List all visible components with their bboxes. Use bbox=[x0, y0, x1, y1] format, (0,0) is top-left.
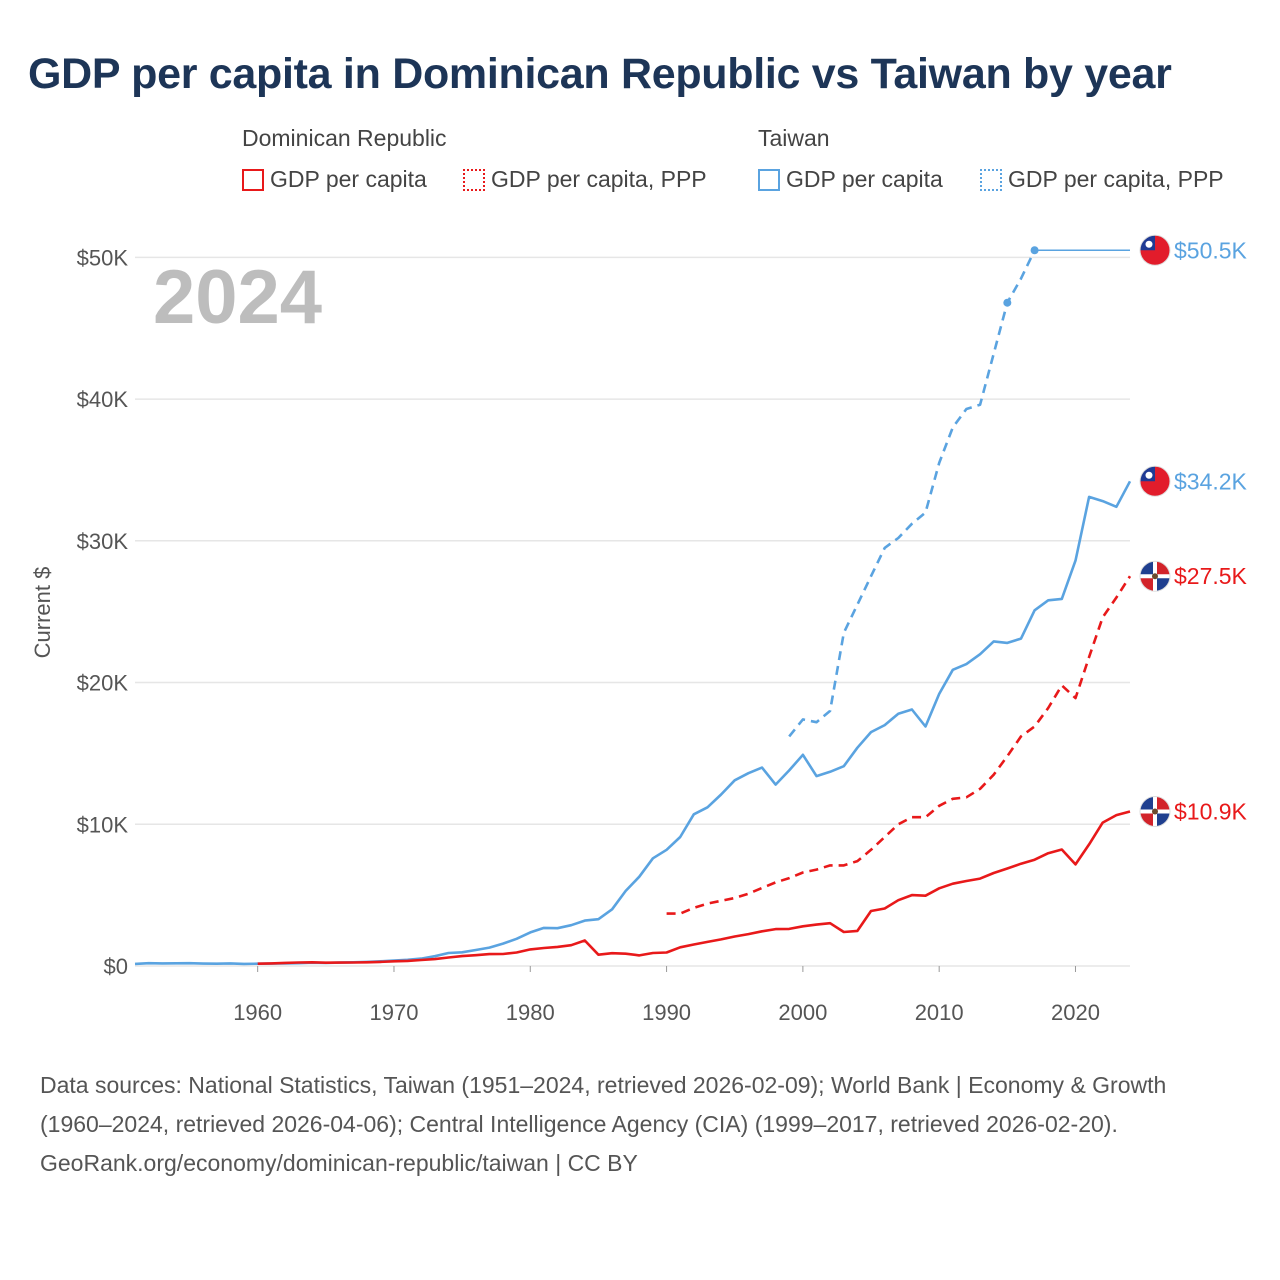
legend-group-taiwan: Taiwan bbox=[758, 125, 830, 151]
taiwan-gdp-per-capita-ppp-line bbox=[788, 249, 1036, 738]
flag-quarter bbox=[1157, 813, 1170, 827]
x-tick-label: 2000 bbox=[778, 1000, 827, 1025]
y-tick-label: $40K bbox=[77, 387, 129, 412]
y-tick-label: $20K bbox=[77, 671, 129, 696]
legend-item-taiwan-gdp[interactable]: GDP per capita bbox=[758, 166, 943, 193]
flag-quarter bbox=[1140, 578, 1153, 592]
x-tick-label: 1970 bbox=[369, 1000, 418, 1025]
flag-quarter bbox=[1140, 561, 1153, 575]
flag-quarter bbox=[1157, 578, 1170, 592]
y-tick-label: $0 bbox=[104, 954, 128, 979]
footer: Data sources: National Statistics, Taiwa… bbox=[40, 1066, 1240, 1183]
flag-border bbox=[1139, 234, 1171, 266]
legend-group-dominican-republic: Dominican Republic bbox=[242, 125, 447, 151]
y-tick-label: $10K bbox=[77, 812, 129, 837]
dominican-republic-gdp-per-capita-end-label: $10.9K bbox=[1174, 799, 1248, 825]
flag-emblem bbox=[1152, 808, 1158, 815]
taiwan-gdp-per-capita-ppp-end-label: $50.5K bbox=[1174, 237, 1248, 263]
legend-swatch-dotted-red bbox=[463, 168, 485, 191]
x-tick-label: 1960 bbox=[233, 1000, 282, 1025]
flag-border bbox=[1139, 465, 1171, 497]
gridlines bbox=[135, 256, 1130, 967]
taiwan-flag-icon bbox=[1139, 234, 1171, 266]
dominican-republic-gdp-per-capita-ppp-line bbox=[666, 575, 1132, 915]
y-tick-label: $30K bbox=[77, 529, 129, 554]
legend-label: GDP per capita bbox=[270, 166, 427, 192]
dominican-republic-flag-icon bbox=[1139, 560, 1171, 592]
year-label: 2024 bbox=[153, 255, 322, 340]
taiwan-flag-icon bbox=[1139, 465, 1171, 497]
y-tick-label: $50K bbox=[77, 245, 129, 270]
x-tick-label: 1980 bbox=[506, 1000, 555, 1025]
legend-item-taiwan-gdp-ppp[interactable]: GDP per capita, PPP bbox=[980, 166, 1224, 193]
x-tick-label: 1990 bbox=[642, 1000, 691, 1025]
legend-label: GDP per capita, PPP bbox=[1008, 166, 1224, 192]
legend-label: GDP per capita bbox=[786, 166, 943, 192]
legend-item-dr-gdp-ppp[interactable]: GDP per capita, PPP bbox=[463, 166, 707, 193]
axes: $0 $10K $20K $30K $40K $50K 1960 1970 1980 1990 20… bbox=[30, 245, 1100, 1025]
source-link[interactable]: GeoRank.org/economy/dominican-republic/t… bbox=[40, 1150, 638, 1176]
line-chart: $0 $10K $20K $30K $40K $50K 1960 1970 1980 1990 20… bbox=[30, 234, 1248, 1025]
dominican-republic-gdp-per-capita-line bbox=[257, 810, 1131, 965]
x-tick-label: 2020 bbox=[1051, 1000, 1100, 1025]
legend-label: GDP per capita, PPP bbox=[491, 166, 707, 192]
taiwan-gdp-per-capita-ppp-marker bbox=[1030, 246, 1039, 255]
dominican-republic-gdp-per-capita-ppp-end-label: $27.5K bbox=[1174, 563, 1248, 589]
flag-quarter bbox=[1157, 561, 1170, 575]
flag-border bbox=[1139, 560, 1171, 592]
legend-swatch-dotted-blue bbox=[980, 168, 1002, 191]
legend-swatch-solid-blue bbox=[758, 168, 780, 191]
legend-item-dr-gdp[interactable]: GDP per capita bbox=[242, 166, 427, 193]
flag-emblem bbox=[1152, 573, 1158, 580]
taiwan-gdp-per-capita-ppp-marker bbox=[1003, 298, 1012, 307]
y-axis-label: Current $ bbox=[30, 567, 55, 659]
x-tick-label: 2010 bbox=[915, 1000, 964, 1025]
dominican-republic-flag-icon bbox=[1139, 796, 1171, 828]
series-group bbox=[134, 246, 1132, 966]
flag-sun bbox=[1145, 471, 1153, 479]
flag-quarter bbox=[1157, 796, 1170, 810]
legend-swatch-solid-red bbox=[242, 168, 264, 191]
flag-sun bbox=[1145, 240, 1153, 248]
data-sources: Data sources: National Statistics, Taiwa… bbox=[40, 1072, 1167, 1137]
flag-quarter bbox=[1140, 813, 1153, 827]
taiwan-gdp-per-capita-line bbox=[134, 480, 1132, 966]
end-labels: $50.5K $34.2K $27.5K $10.9K bbox=[1139, 234, 1248, 828]
chart-title: GDP per capita in Dominican Republic vs … bbox=[28, 50, 1172, 98]
flag-quarter bbox=[1140, 796, 1153, 810]
flag-border bbox=[1139, 796, 1171, 828]
taiwan-gdp-per-capita-end-label: $34.2K bbox=[1174, 468, 1248, 494]
